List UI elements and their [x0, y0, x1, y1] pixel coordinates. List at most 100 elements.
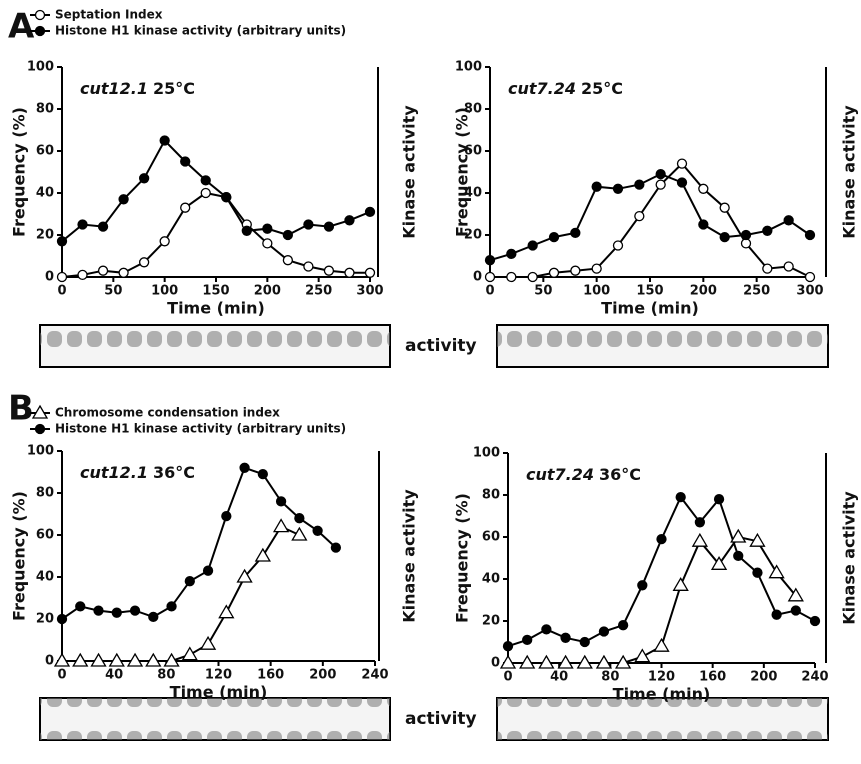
marker	[614, 184, 623, 193]
marker	[571, 228, 580, 237]
marker	[58, 615, 67, 624]
marker	[528, 241, 537, 250]
legend-marker	[36, 425, 45, 434]
y2-axis-label: Kinase activity	[840, 491, 859, 625]
marker	[140, 258, 149, 267]
y-tick-label: 100	[473, 446, 500, 461]
marker	[181, 157, 190, 166]
marker	[263, 224, 272, 233]
marker	[219, 606, 233, 618]
marker	[731, 530, 745, 542]
marker	[160, 237, 169, 246]
marker	[635, 180, 644, 189]
marker	[784, 262, 793, 271]
marker	[561, 633, 570, 642]
marker	[619, 621, 628, 630]
marker	[715, 495, 724, 504]
legend-marker	[36, 11, 45, 20]
marker	[614, 241, 623, 250]
chart-title: cut12.125°C	[80, 79, 195, 98]
marker	[638, 581, 647, 590]
marker	[119, 195, 128, 204]
series-line	[508, 537, 796, 663]
marker	[366, 268, 375, 277]
marker	[240, 463, 249, 472]
y-tick-label: 80	[36, 486, 54, 501]
marker	[263, 239, 272, 248]
marker	[806, 273, 815, 282]
marker	[720, 233, 729, 242]
panel-label: B	[8, 389, 34, 429]
x-tick-label: 200	[309, 668, 336, 683]
y-tick-label: 100	[27, 60, 54, 75]
y-tick-label: 60	[482, 530, 500, 545]
x-tick-label: 0	[57, 284, 66, 299]
x-tick-label: 200	[690, 284, 717, 299]
marker	[592, 182, 601, 191]
x-tick-label: 150	[636, 284, 663, 299]
marker	[635, 650, 649, 662]
marker	[222, 193, 231, 202]
marker	[542, 625, 551, 634]
marker	[324, 222, 333, 231]
chart-title: cut7.2425°C	[508, 79, 623, 98]
chart: 02040608010004080120160200240Time (min)F…	[10, 444, 419, 702]
y-tick-label: 0	[491, 656, 500, 671]
x-tick-label: 50	[534, 284, 552, 299]
marker	[345, 268, 354, 277]
x-tick-label: 0	[503, 670, 512, 685]
marker	[274, 520, 288, 532]
marker	[76, 602, 85, 611]
y-tick-label: 0	[473, 270, 482, 285]
y-tick-label: 80	[482, 488, 500, 503]
marker	[550, 233, 559, 242]
marker	[181, 203, 190, 212]
x-tick-label: 0	[485, 284, 494, 299]
marker	[119, 268, 128, 277]
y-axis-label: Frequency (%)	[453, 493, 472, 623]
y-tick-label: 40	[482, 572, 500, 587]
marker	[678, 178, 687, 187]
marker	[742, 231, 751, 240]
x-tick-label: 250	[743, 284, 770, 299]
series-line	[62, 141, 370, 242]
marker	[693, 534, 707, 546]
series-line	[62, 193, 370, 277]
x-tick-label: 40	[550, 670, 568, 685]
marker	[674, 578, 688, 590]
x-tick-label: 200	[750, 670, 777, 685]
marker	[763, 264, 772, 273]
blot-bands	[40, 325, 390, 367]
x-axis-label: Time (min)	[170, 683, 268, 702]
marker	[695, 518, 704, 527]
series-line	[62, 468, 336, 619]
x-axis-label: Time (min)	[601, 299, 699, 318]
legend-label: Septation Index	[55, 8, 163, 22]
marker	[283, 256, 292, 265]
temperature: 25°C	[581, 79, 623, 98]
x-tick-label: 100	[583, 284, 610, 299]
legend-label: Histone H1 kinase activity (arbitrary un…	[55, 24, 346, 38]
marker	[78, 220, 87, 229]
marker	[635, 212, 644, 221]
marker	[656, 170, 665, 179]
y-tick-label: 0	[45, 654, 54, 669]
strain: cut7.24	[526, 465, 594, 484]
marker	[201, 189, 210, 198]
y-axis-label: Frequency (%)	[453, 107, 472, 237]
x-tick-label: 50	[104, 284, 122, 299]
y-tick-label: 0	[45, 270, 54, 285]
marker	[313, 526, 322, 535]
marker	[486, 256, 495, 265]
marker	[94, 606, 103, 615]
marker	[550, 268, 559, 277]
marker	[112, 608, 121, 617]
marker	[753, 568, 762, 577]
marker	[58, 273, 67, 282]
marker	[720, 203, 729, 212]
y-axis-label: Frequency (%)	[10, 107, 29, 237]
y-tick-label: 80	[36, 102, 54, 117]
marker	[571, 266, 580, 275]
marker	[78, 270, 87, 279]
